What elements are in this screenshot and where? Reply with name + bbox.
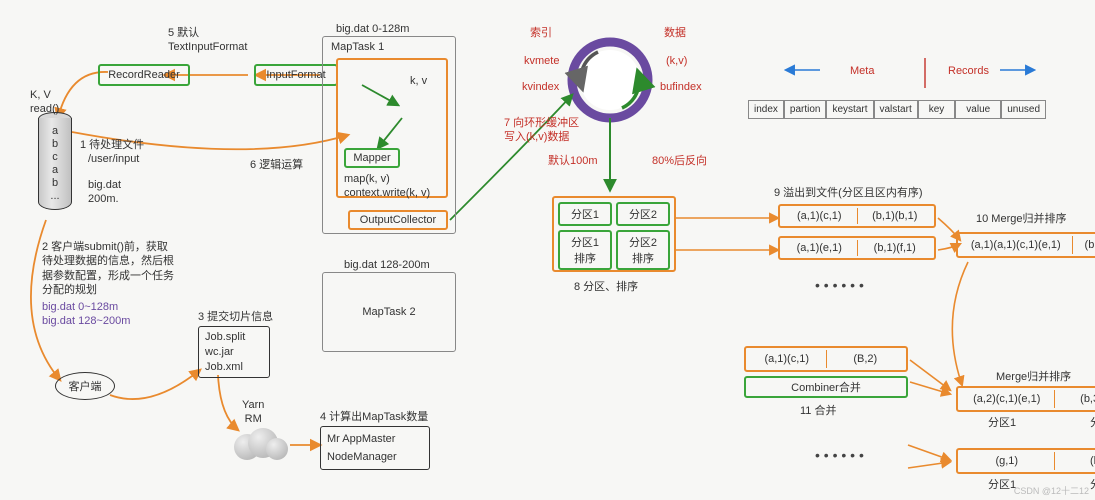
meta-label: Meta xyxy=(850,64,874,78)
p2s: 分区2 排序 xyxy=(616,230,670,270)
step4-box: Mr AppMaster NodeManager xyxy=(320,426,430,470)
watermark: CSDN @12十二12 xyxy=(1014,486,1089,498)
record-reader-label: RecordReader xyxy=(108,69,180,81)
maptask1-header: MapTask 1 xyxy=(331,41,384,53)
svg-text:• • • • • •: • • • • • • xyxy=(815,447,864,463)
merge2-label: Merge归并排序 xyxy=(996,370,1071,384)
maptask1-kv: k, v xyxy=(410,74,427,88)
default100m: 默认100m xyxy=(548,154,598,168)
reverse80: 80%后反向 xyxy=(652,154,707,168)
hcell: key xyxy=(918,100,956,119)
step1-path: /user/input xyxy=(88,152,139,166)
final-z2: 分区2 xyxy=(1090,478,1095,492)
maptask1-title: big.dat 0-128m xyxy=(336,22,409,36)
step5-label: 5 默认 TextInputFormat xyxy=(168,26,247,55)
mapper-label: Mapper xyxy=(353,152,390,164)
final-row: (g,1) (h,1) xyxy=(956,448,1095,474)
step4-title: 4 计算出MapTask数量 xyxy=(320,410,428,424)
step9-row1: (a,1)(c,1) (b,1)(b,1) xyxy=(778,204,936,228)
step11-top: (a,1)(c,1) (B,2) xyxy=(744,346,908,372)
step2-split2: big.dat 128~200m xyxy=(42,314,130,328)
maptask2-header: MapTask 2 xyxy=(362,306,415,318)
maptask2-container: MapTask 2 xyxy=(322,272,456,352)
mapfn-label: map(k, v) context.write(k, v) xyxy=(344,172,430,201)
hcell: value xyxy=(955,100,1001,119)
step11-label: 11 合并 xyxy=(800,404,836,418)
step9-label: 9 溢出到文件(分区且区内有序) xyxy=(774,186,923,200)
idx-label: 索引 xyxy=(530,26,552,40)
client-node: 客户端 xyxy=(55,372,115,400)
hcell: partion xyxy=(784,100,827,119)
step2-split1: big.dat 0~128m xyxy=(42,300,118,314)
step9-row2: (a,1)(e,1) (b,1)(f,1) xyxy=(778,236,936,260)
step7-label: 7 向环形缓冲区 写入(k,v)数据 xyxy=(504,116,579,145)
step8-label: 8 分区、排序 xyxy=(574,280,638,294)
maptask2-title: big.dat 128-200m xyxy=(344,258,430,272)
merge2-z1: 分区1 xyxy=(988,416,1016,430)
merge2-row: (a,2)(c,1)(e,1) (b,3)(f,1) xyxy=(956,386,1095,412)
kv-label: (k,v) xyxy=(666,54,687,68)
hcell: keystart xyxy=(826,100,873,119)
output-collector: OutputCollector xyxy=(348,210,448,230)
step10-row: (a,1)(a,1)(c,1)(e,1) (b,1)(b,1)(b,1)(f,1… xyxy=(956,232,1095,258)
input-cylinder: abcab... xyxy=(38,118,72,210)
output-collector-label: OutputCollector xyxy=(360,214,436,226)
cloud-icon xyxy=(232,428,288,458)
step1-title: 1 待处理文件 xyxy=(80,138,144,152)
step3-item: Job.split xyxy=(205,331,245,343)
hcell: index xyxy=(748,100,784,119)
step3-item: Job.xml xyxy=(205,361,243,373)
data-label: 数据 xyxy=(664,26,686,40)
merge2-z2: 分区2 xyxy=(1090,416,1095,430)
step2-text: 2 客户端submit()前，获取 待处理数据的信息，然后根 据参数配置，形成一… xyxy=(42,240,174,297)
step3-box: Job.split wc.jar Job.xml xyxy=(198,326,270,378)
p1s: 分区1 排序 xyxy=(558,230,612,270)
kvmete: kvmete xyxy=(524,54,559,68)
step1-size: 200m. xyxy=(88,192,119,206)
step10-label: 10 Merge归并排序 xyxy=(976,212,1066,226)
step1-file: big.dat xyxy=(88,178,121,192)
records-label: Records xyxy=(948,64,989,78)
client-label: 客户端 xyxy=(69,378,102,394)
hcell: unused xyxy=(1001,100,1046,119)
step4-item: NodeManager xyxy=(327,451,397,463)
step3-item: wc.jar xyxy=(205,346,234,358)
yarn-label: Yarn RM xyxy=(242,398,264,427)
record-reader: RecordReader xyxy=(98,64,190,86)
p2: 分区2 xyxy=(616,202,670,226)
step6-label: 6 逻辑运算 xyxy=(250,158,303,172)
combiner-label: Combiner合并 xyxy=(791,379,861,395)
svg-text:• • • • • •: • • • • • • xyxy=(815,277,864,293)
hcell: valstart xyxy=(874,100,918,119)
step3-title: 3 提交切片信息 xyxy=(198,310,273,324)
kvindex: kvindex xyxy=(522,80,559,94)
bufindex: bufindex xyxy=(660,80,702,94)
kv-read-label: K, V read() xyxy=(30,88,59,117)
input-format-label: InputFormat xyxy=(266,69,325,81)
p1: 分区1 xyxy=(558,202,612,226)
step8-container: 分区1 分区2 分区1 排序 分区2 排序 xyxy=(552,196,676,272)
mapper-box: Mapper xyxy=(344,148,400,168)
header-table: index partion keystart valstart key valu… xyxy=(748,100,1046,119)
final-z1: 分区1 xyxy=(988,478,1016,492)
combiner-box: Combiner合并 xyxy=(744,376,908,398)
step4-item: Mr AppMaster xyxy=(327,433,395,445)
